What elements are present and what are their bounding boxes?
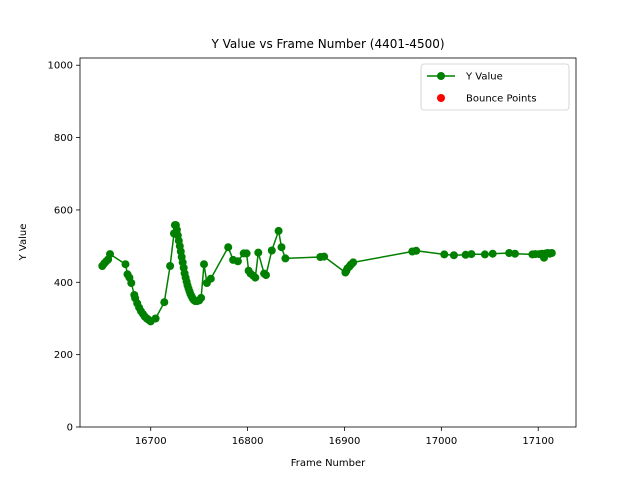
data-point bbox=[254, 248, 263, 257]
data-point bbox=[488, 249, 497, 258]
legend: Y Value Bounce Points bbox=[420, 63, 570, 111]
y-tick-label: 400 bbox=[54, 278, 73, 289]
legend-marker bbox=[437, 72, 445, 80]
data-point bbox=[449, 251, 458, 260]
x-tick-label: 16900 bbox=[329, 436, 361, 447]
legend-box bbox=[420, 63, 570, 111]
x-tick-label: 16800 bbox=[232, 436, 264, 447]
data-point bbox=[242, 249, 251, 258]
data-point bbox=[251, 273, 260, 282]
data-point bbox=[197, 293, 206, 302]
y-tick-label: 200 bbox=[54, 350, 73, 361]
legend-marker bbox=[437, 94, 445, 102]
data-point bbox=[127, 279, 136, 287]
data-point bbox=[461, 250, 470, 259]
data-point bbox=[412, 246, 421, 255]
y-tick-label: 1000 bbox=[48, 61, 73, 72]
data-point bbox=[511, 249, 519, 258]
data-point bbox=[467, 250, 476, 259]
data-point bbox=[206, 274, 215, 283]
data-point bbox=[505, 249, 514, 257]
y-tick-label: 0 bbox=[67, 423, 73, 434]
data-point bbox=[440, 250, 449, 259]
data-point bbox=[274, 226, 283, 235]
axes-frame bbox=[79, 57, 577, 428]
data-point bbox=[349, 258, 358, 267]
y-tick-label: 600 bbox=[54, 205, 73, 216]
y-tick-label: 800 bbox=[54, 133, 73, 144]
data-point bbox=[320, 252, 329, 261]
data-point bbox=[262, 271, 270, 280]
data-point bbox=[267, 246, 276, 255]
data-point bbox=[480, 250, 489, 259]
plot-area: 16700 16800 16900 17000 17100 0 200 400 600 800 10… bbox=[48, 57, 577, 447]
legend-label: Y Value bbox=[465, 72, 503, 83]
data-point bbox=[200, 260, 208, 269]
data-point bbox=[121, 260, 130, 269]
y-axis-label: Y Value bbox=[18, 224, 29, 262]
data-point bbox=[151, 314, 160, 323]
data-point bbox=[547, 249, 556, 257]
data-point bbox=[166, 262, 175, 270]
data-point bbox=[233, 257, 242, 266]
x-axis-label: Frame Number bbox=[291, 458, 366, 469]
data-point bbox=[224, 243, 233, 252]
x-tick-label: 17100 bbox=[522, 436, 554, 447]
data-point bbox=[281, 254, 290, 263]
legend-label: Bounce Points bbox=[466, 94, 537, 105]
chart-title: Y Value vs Frame Number (4401-4500) bbox=[210, 37, 444, 51]
data-point bbox=[277, 243, 286, 252]
x-tick-label: 17000 bbox=[425, 436, 457, 447]
x-tick-label: 16700 bbox=[135, 436, 167, 447]
data-point bbox=[106, 250, 114, 259]
data-point bbox=[160, 298, 169, 307]
